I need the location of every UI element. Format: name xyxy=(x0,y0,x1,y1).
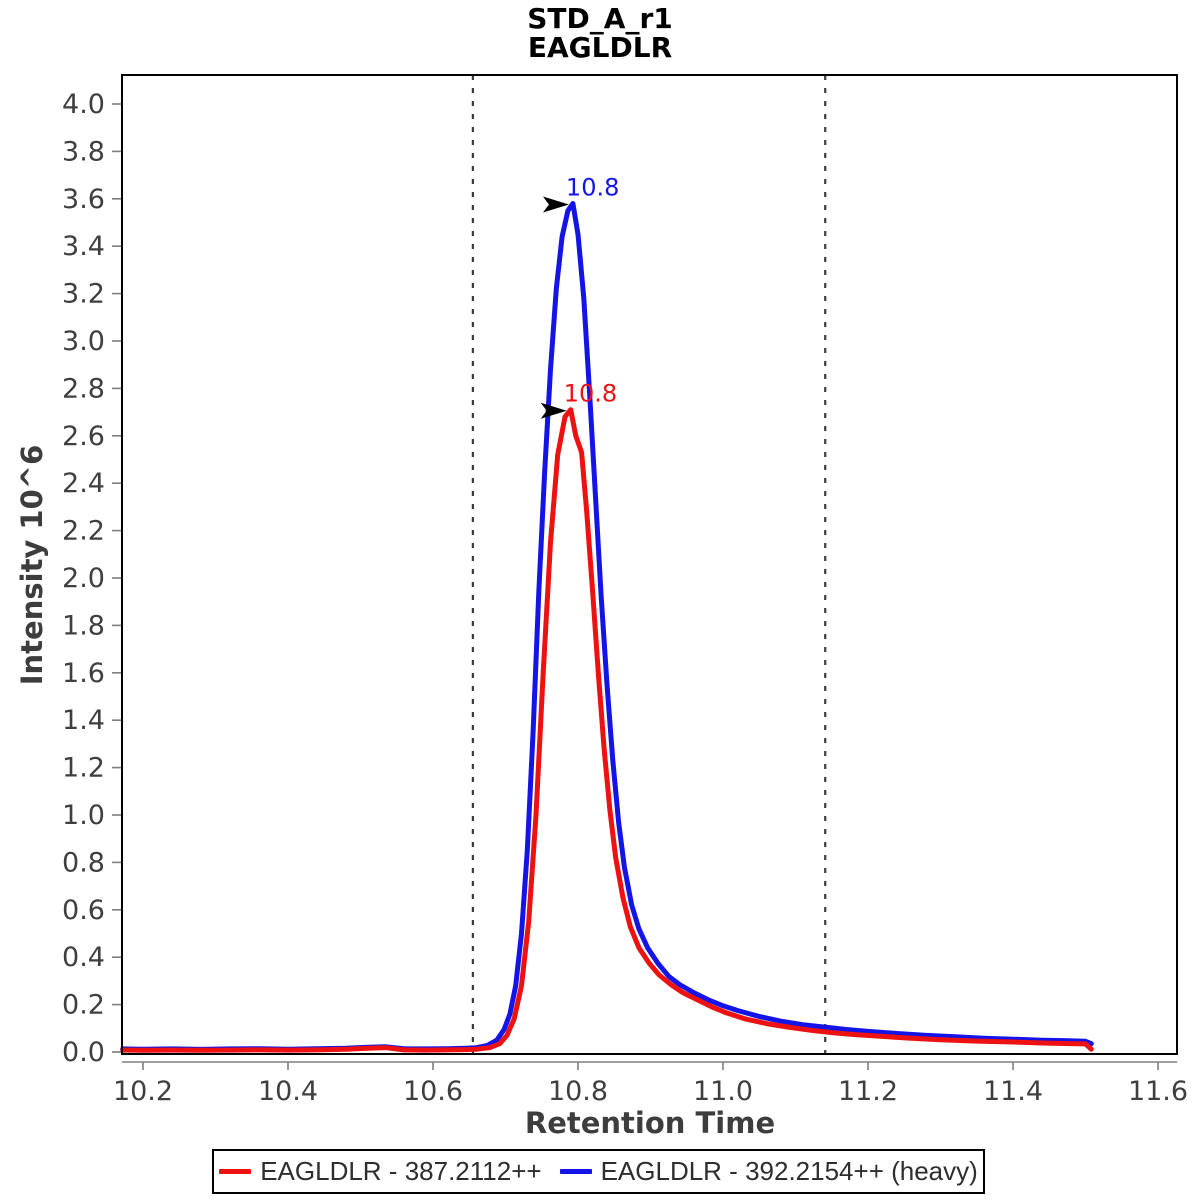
legend-label-heavy: EAGLDLR - 392.2154++ (heavy) xyxy=(600,1156,978,1186)
y-tick-label: 3.0 xyxy=(62,326,105,357)
plot-title-replicate: STD_A_r1 xyxy=(527,2,672,35)
plot-frame xyxy=(121,74,1178,1055)
y-tick-label: 0.0 xyxy=(62,1037,105,1068)
y-tick-label: 0.8 xyxy=(62,847,105,878)
x-tick-label: 11.0 xyxy=(693,1076,753,1107)
y-tick-label: 3.2 xyxy=(62,279,105,310)
y-tick-label: 0.4 xyxy=(62,942,105,973)
peak-rt-annotation: 10.8 xyxy=(566,174,619,202)
x-axis-label: Retention Time xyxy=(525,1106,775,1140)
y-tick-label: 2.2 xyxy=(62,516,105,547)
x-tick-label: 11.4 xyxy=(983,1076,1043,1107)
legend-box: EAGLDLR - 387.2112++ EAGLDLR - 392.2154+… xyxy=(212,1149,985,1194)
y-tick-label: 3.8 xyxy=(62,136,105,167)
y-tick-label: 2.0 xyxy=(62,563,105,594)
peak-rt-annotation: 10.8 xyxy=(564,380,617,408)
peak-arrow-icon xyxy=(542,196,569,213)
peak-annotations-layer: 10.8 10.8 xyxy=(540,174,619,419)
y-tick-label: 1.4 xyxy=(62,705,105,736)
plot-title-peptide: EAGLDLR xyxy=(528,31,672,64)
legend-item-light: EAGLDLR - 387.2112++ xyxy=(219,1156,542,1187)
y-tick-label: 3.4 xyxy=(62,231,105,262)
x-tick-label: 10.2 xyxy=(113,1076,173,1107)
y-tick-label: 2.4 xyxy=(62,468,105,499)
y-tick-label: 1.0 xyxy=(62,800,105,831)
x-tick-label: 11.2 xyxy=(838,1076,898,1107)
legend-item-heavy: EAGLDLR - 392.2154++ (heavy) xyxy=(559,1156,978,1187)
x-tick-label: 11.6 xyxy=(1128,1076,1188,1107)
peak-arrow-icon xyxy=(540,402,567,419)
chromatogram-trace-light xyxy=(120,407,1094,1053)
y-tick-label: 2.8 xyxy=(62,373,105,404)
y-tick-label: 2.6 xyxy=(62,421,105,452)
y-tick-label: 1.6 xyxy=(62,658,105,689)
y-tick-label: 3.6 xyxy=(62,184,105,215)
y-tick-label: 1.2 xyxy=(62,753,105,784)
x-tick-label: 10.4 xyxy=(258,1076,318,1107)
y-tick-label: 1.8 xyxy=(62,610,105,641)
legend-swatch-red-line xyxy=(219,1169,252,1174)
y-tick-label: 0.6 xyxy=(62,895,105,926)
chromatogram-trace-heavy xyxy=(120,201,1094,1052)
legend-label-light: EAGLDLR - 387.2112++ xyxy=(260,1156,542,1186)
y-tick-label: 4.0 xyxy=(62,89,105,120)
y-tick-label: 0.2 xyxy=(62,990,105,1021)
y-axis-label: Intensity 10^6 xyxy=(15,445,49,686)
axes-layer: 10.2 10.4 10.6 10.8 11.0 11.2 11.4 11.6 0.0 0.2 0.… xyxy=(62,89,1188,1107)
x-tick-label: 10.8 xyxy=(548,1076,608,1107)
x-tick-label: 10.6 xyxy=(403,1076,463,1107)
series-layer xyxy=(120,201,1094,1053)
legend-swatch-blue-line xyxy=(559,1169,592,1174)
